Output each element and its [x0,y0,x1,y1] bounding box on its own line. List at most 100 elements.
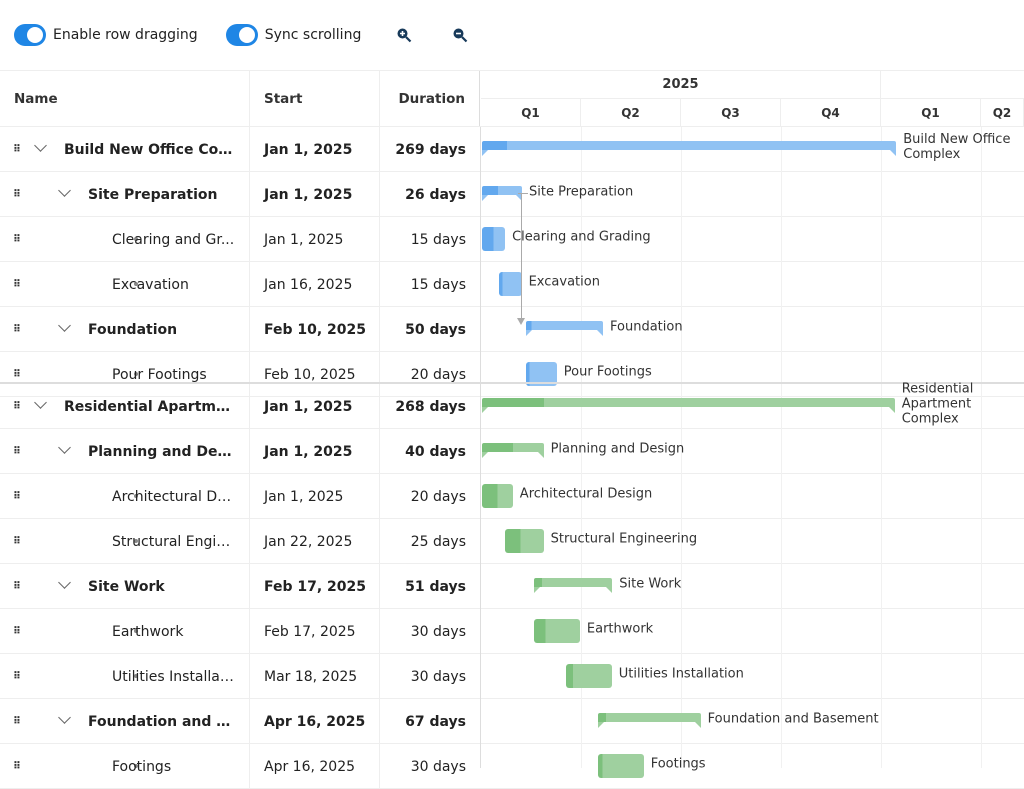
task-name-cell[interactable]: ⠿ Utilities Installat... [0,654,250,699]
task-start-cell[interactable]: Apr 16, 2025 [250,744,380,789]
drag-handle-icon[interactable]: ⠿ [13,581,21,592]
summary-bar[interactable] [482,141,897,156]
task-name-cell[interactable]: ⠿ Build New Office Com... [0,127,250,172]
drag-handle-icon[interactable]: ⠿ [13,401,21,412]
task-row[interactable]: ⠿ Site Work Feb 17, 2025 51 days [0,564,1024,609]
task-duration-cell[interactable]: 15 days [410,231,466,248]
task-row[interactable]: ⠿ Pour Footings Feb 10, 2025 20 days [0,352,1024,397]
sync-scrolling-toggle[interactable]: Sync scrolling [225,24,361,46]
task-duration-cell[interactable]: 30 days [410,668,466,685]
task-name-cell[interactable]: ⠿ Clearing and Gr... [0,217,250,262]
chevron-down-icon[interactable] [58,711,71,724]
task-start-cell[interactable]: Feb 10, 2025 [250,307,380,352]
drag-handle-icon[interactable]: ⠿ [13,144,21,155]
drag-handle-icon[interactable]: ⠿ [13,234,21,245]
task-row[interactable]: ⠿ Excavation Jan 16, 2025 15 days [0,262,1024,307]
task-start-cell[interactable]: Mar 18, 2025 [250,654,380,699]
toggle-switch[interactable] [225,24,258,46]
task-name-cell[interactable]: ⠿ Earthwork [0,609,250,654]
task-duration-cell[interactable]: 50 days [405,321,466,338]
task-name-cell[interactable]: ⠿ Pour Footings [0,352,250,397]
summary-bar[interactable] [533,578,613,593]
task-duration-cell[interactable]: 40 days [405,443,466,460]
chevron-down-icon[interactable] [58,441,71,454]
section-divider[interactable] [0,382,1024,384]
task-start-cell[interactable]: Jan 16, 2025 [250,262,380,307]
drag-handle-icon[interactable]: ⠿ [13,761,21,772]
task-duration-cell[interactable]: 67 days [405,713,466,730]
column-header-name[interactable]: Name [0,71,250,126]
task-row[interactable]: ⠿ Architectural De... Jan 1, 2025 20 day… [0,474,1024,519]
task-start-cell[interactable]: Jan 1, 2025 [250,474,380,519]
zoom-out-button[interactable] [445,20,475,50]
task-row[interactable]: ⠿ Residential Apartment... Jan 1, 2025 2… [0,384,1024,429]
toggle-switch[interactable] [14,24,46,46]
drag-handle-icon[interactable]: ⠿ [13,626,21,637]
task-bar[interactable] [565,664,612,688]
task-row[interactable]: ⠿ Structural Engin... Jan 22, 2025 25 da… [0,519,1024,564]
task-row[interactable]: ⠿ Site Preparation Jan 1, 2025 26 days [0,172,1024,217]
chevron-down-icon[interactable] [58,184,71,197]
task-bar[interactable] [482,227,506,251]
column-header-start[interactable]: Start [250,71,380,126]
task-duration-cell[interactable]: 20 days [410,488,466,505]
task-duration-cell[interactable]: 26 days [405,186,466,203]
task-start-cell[interactable]: Jan 1, 2025 [250,172,380,217]
task-row[interactable]: ⠿ Earthwork Feb 17, 2025 30 days [0,609,1024,654]
task-bar[interactable] [533,619,580,643]
task-duration-cell[interactable]: 30 days [410,623,466,640]
task-duration-cell[interactable]: 51 days [405,578,466,595]
task-row[interactable]: ⠿ Clearing and Gr... Jan 1, 2025 15 days [0,217,1024,262]
drag-handle-icon[interactable]: ⠿ [13,189,21,200]
drag-handle-icon[interactable]: ⠿ [13,716,21,727]
task-duration-cell[interactable]: 268 days [395,398,466,415]
task-start-cell[interactable]: Jan 1, 2025 [250,127,380,172]
task-start-cell[interactable]: Jan 1, 2025 [250,384,380,429]
task-duration-cell[interactable]: 269 days [395,141,466,158]
task-duration-cell[interactable]: 25 days [410,533,466,550]
task-start-cell[interactable]: Feb 10, 2025 [250,352,380,397]
task-name-cell[interactable]: ⠿ Residential Apartment... [0,384,250,429]
drag-handle-icon[interactable]: ⠿ [13,536,21,547]
summary-bar[interactable] [526,321,603,336]
task-name-cell[interactable]: ⠿ Foundation and Ba... [0,699,250,744]
task-name-cell[interactable]: ⠿ Site Preparation [0,172,250,217]
task-bar[interactable] [505,529,544,553]
summary-bar[interactable] [597,713,701,728]
summary-bar[interactable] [482,443,544,458]
task-name-cell[interactable]: ⠿ Structural Engin... [0,519,250,564]
task-row[interactable]: ⠿ Utilities Installat... Mar 18, 2025 30… [0,654,1024,699]
dependency-arrow[interactable] [517,193,528,325]
task-name-cell[interactable]: ⠿ Excavation [0,262,250,307]
summary-bar[interactable] [482,186,523,201]
task-bar[interactable] [498,272,522,296]
column-header-duration[interactable]: Duration [380,71,480,126]
drag-handle-icon[interactable]: ⠿ [13,369,21,380]
task-start-cell[interactable]: Feb 17, 2025 [250,564,380,609]
task-start-cell[interactable]: Apr 16, 2025 [250,699,380,744]
chevron-down-icon[interactable] [34,139,47,152]
task-name-cell[interactable]: ⠿ Architectural De... [0,474,250,519]
task-name-cell[interactable]: ⠿ Site Work [0,564,250,609]
enable-row-dragging-toggle[interactable]: Enable row dragging [14,24,198,46]
drag-handle-icon[interactable]: ⠿ [13,491,21,502]
task-start-cell[interactable]: Jan 1, 2025 [250,217,380,262]
drag-handle-icon[interactable]: ⠿ [13,279,21,290]
task-row[interactable]: ⠿ Foundation and Ba... Apr 16, 2025 67 d… [0,699,1024,744]
chevron-down-icon[interactable] [58,576,71,589]
chevron-down-icon[interactable] [34,396,47,409]
task-row[interactable]: ⠿ Foundation Feb 10, 2025 50 days [0,307,1024,352]
task-duration-cell[interactable]: 30 days [410,758,466,775]
task-duration-cell[interactable]: 15 days [410,276,466,293]
task-bar[interactable] [597,754,644,778]
task-name-cell[interactable]: ⠿ Planning and Desi... [0,429,250,474]
task-bar[interactable] [482,484,513,508]
task-start-cell[interactable]: Feb 17, 2025 [250,609,380,654]
zoom-in-button[interactable] [389,20,419,50]
drag-handle-icon[interactable]: ⠿ [13,671,21,682]
task-row[interactable]: ⠿ Planning and Desi... Jan 1, 2025 40 da… [0,429,1024,474]
task-start-cell[interactable]: Jan 1, 2025 [250,429,380,474]
drag-handle-icon[interactable]: ⠿ [13,324,21,335]
summary-bar[interactable] [482,398,895,413]
task-row[interactable]: ⠿ Build New Office Com... Jan 1, 2025 26… [0,127,1024,172]
